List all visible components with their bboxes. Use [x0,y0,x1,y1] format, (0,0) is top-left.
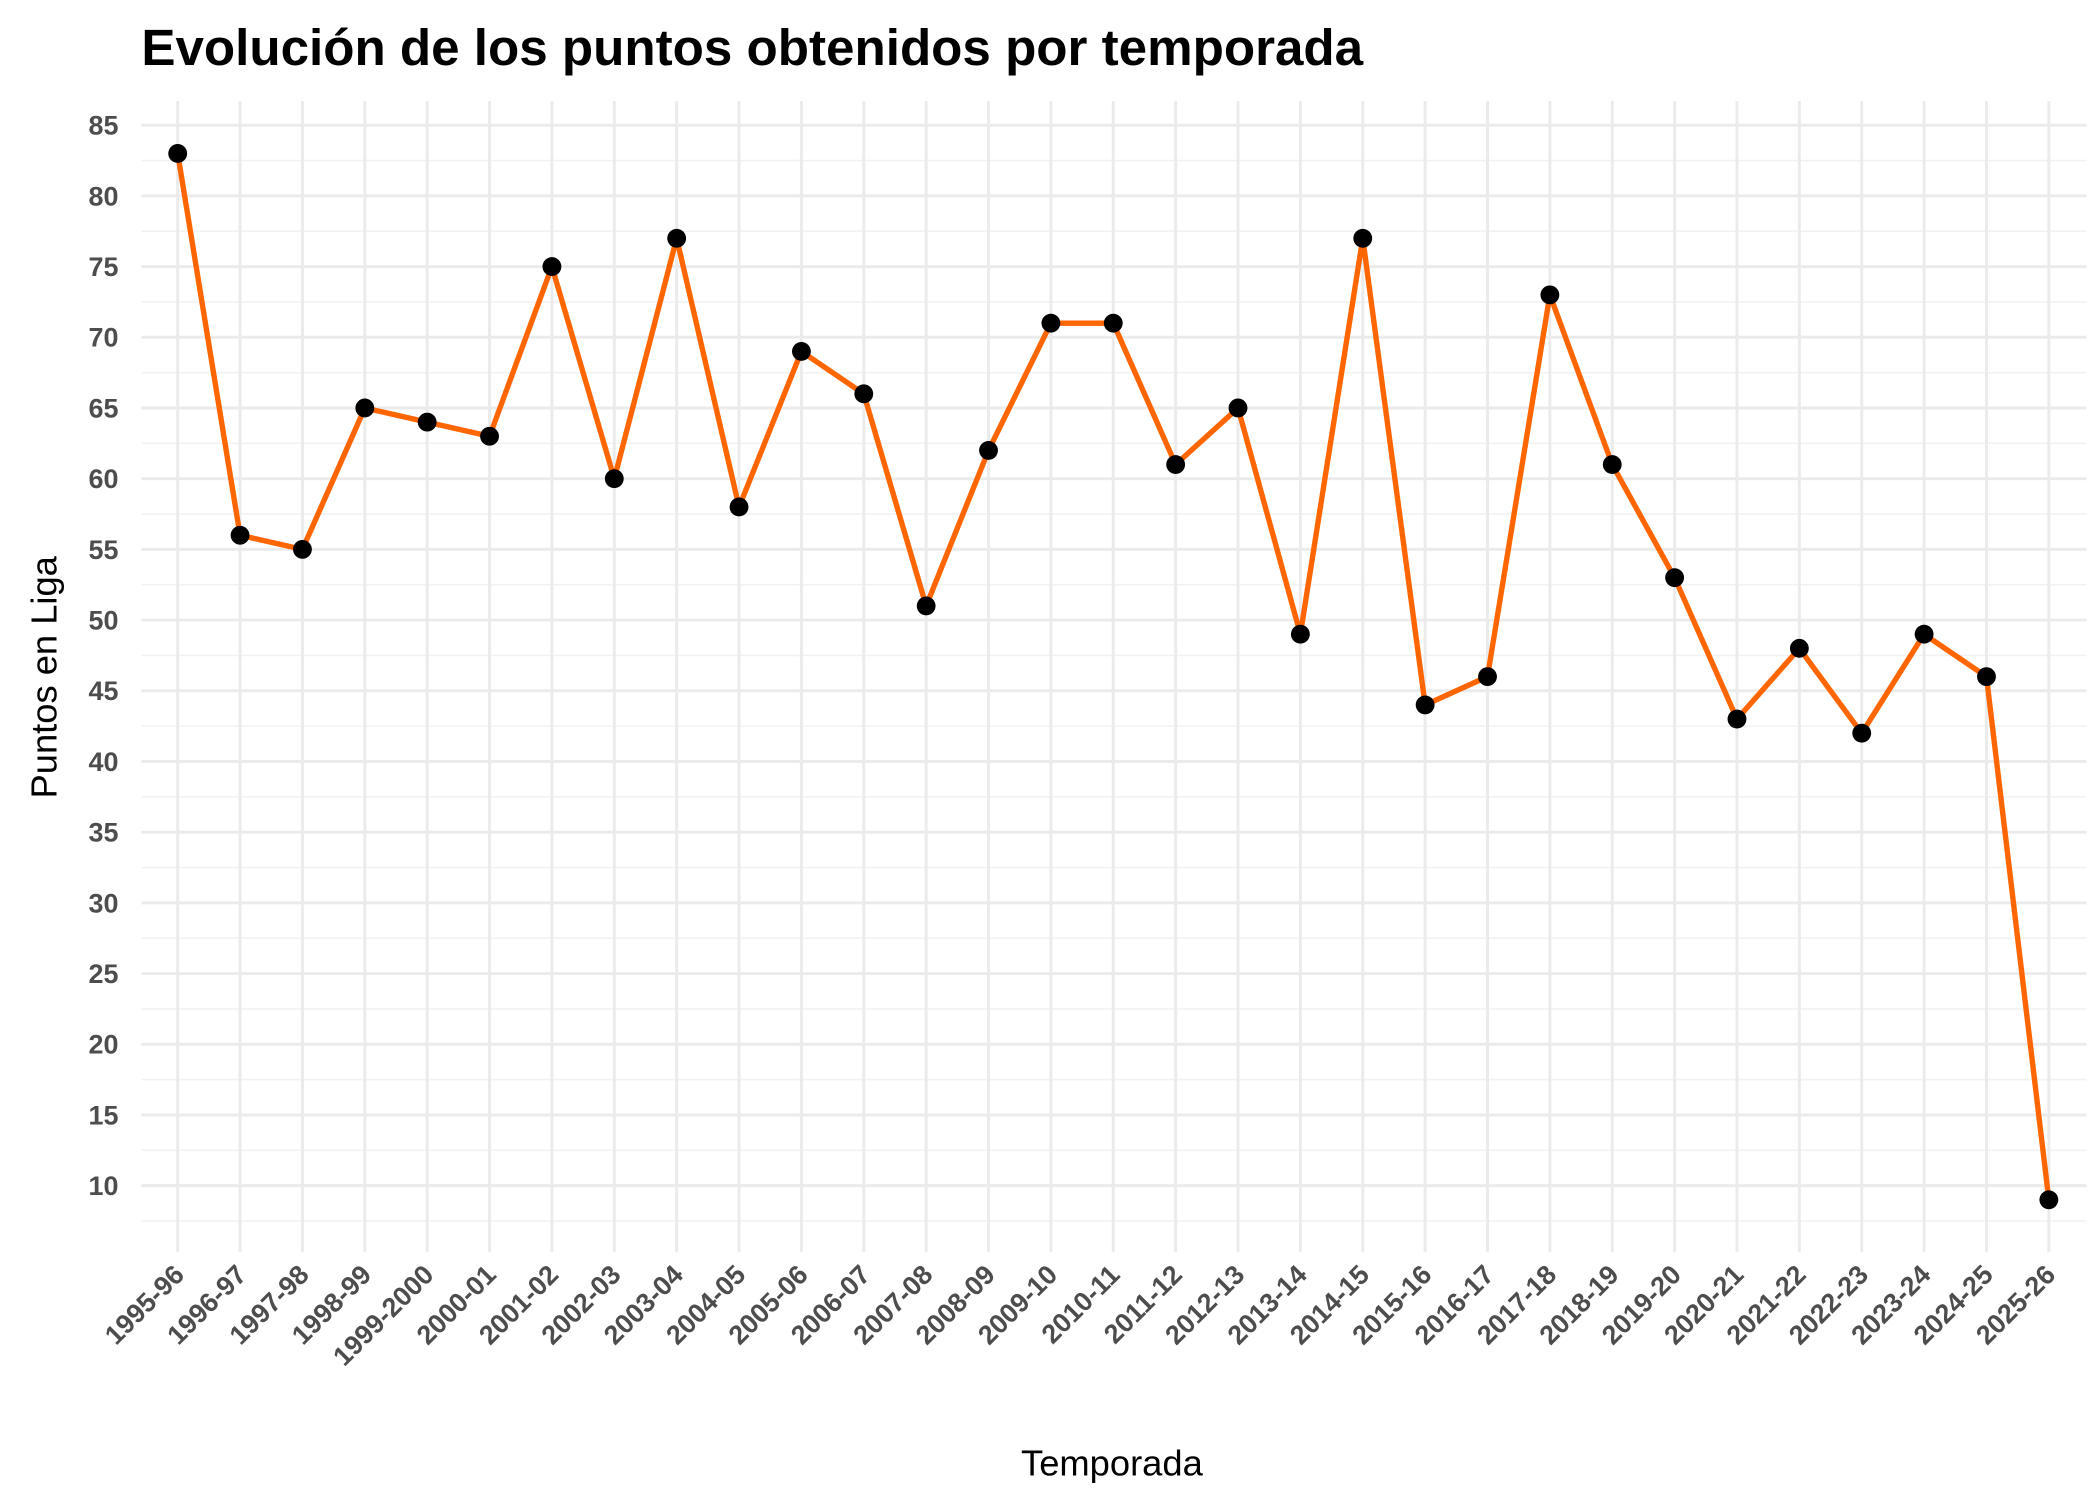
y-tick-label: 65 [89,393,119,423]
data-point [1290,624,1310,644]
y-tick-label: 80 [89,181,119,211]
x-axis-ticks: 1995-961996-971997-981998-991999-2000200… [99,1259,2061,1371]
data-point [1602,455,1622,474]
data-point [2039,1190,2059,1210]
data-point [1478,667,1497,687]
data-point [1166,455,1186,474]
data-point [729,497,749,517]
data-point [1228,398,1248,418]
y-tick-label: 10 [89,1171,119,1201]
data-point [604,469,624,489]
data-point [1727,709,1747,729]
data-point [1914,624,1934,644]
y-tick-label: 85 [89,111,119,141]
data-point [1041,313,1061,333]
y-tick-label: 45 [89,676,119,706]
y-tick-label: 50 [89,605,119,635]
y-tick-label: 30 [89,888,119,918]
data-point [1977,667,1996,687]
data-point [1789,638,1809,658]
y-tick-label: 25 [89,959,119,989]
y-tick-label: 70 [89,323,119,353]
data-point [667,228,687,248]
y-axis-label: Puntos en Liga [24,555,65,798]
data-point [916,596,936,616]
y-axis-ticks: 10 15 20 25 30 35 40 45 50 55 60 65 70 75 80 85 [89,111,119,1201]
data-point [979,440,998,460]
data-point [854,384,874,404]
data-points [168,144,2059,1210]
y-tick-label: 15 [89,1100,119,1130]
y-tick-label: 75 [89,252,119,282]
data-point [1103,313,1123,333]
data-point [542,257,562,277]
chart-title: Evolución de los puntos obtenidos por te… [141,19,1363,76]
data-point [1852,723,1872,743]
y-tick-label: 35 [89,818,119,848]
y-tick-label: 20 [89,1030,119,1060]
data-point [791,342,811,361]
data-point [480,426,499,446]
y-tick-label: 55 [89,535,119,565]
data-point [1540,285,1560,305]
data-point [417,412,437,432]
data-point [355,398,375,418]
y-tick-label: 40 [89,747,119,777]
data-point [168,144,188,163]
x-axis-label: Temporada [1021,1443,1204,1484]
data-point [293,539,312,559]
grid [141,101,2087,1253]
data-point [1353,228,1373,248]
data-point [1415,695,1435,715]
data-point [1665,568,1685,588]
y-tick-label: 60 [89,464,119,494]
data-point [230,525,250,545]
